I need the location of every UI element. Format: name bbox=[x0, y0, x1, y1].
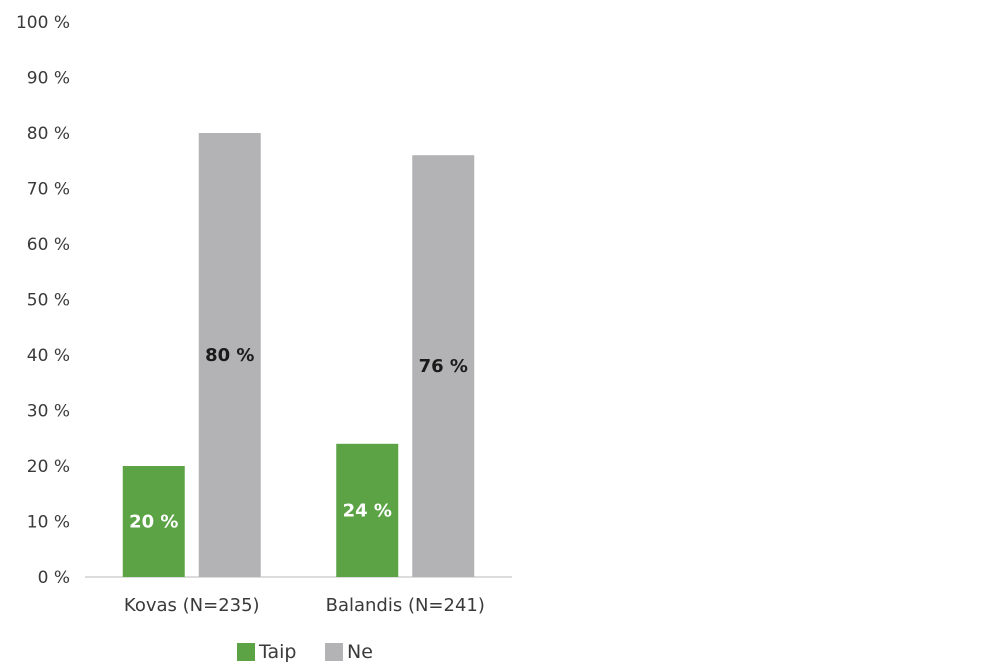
y-tick-label: 70 % bbox=[27, 180, 70, 200]
y-tick-label: 80 % bbox=[27, 124, 70, 144]
bar-ne-0 bbox=[198, 133, 261, 577]
y-tick-label: 60 % bbox=[27, 235, 70, 255]
x-axis: Kovas (N=235) Balandis (N=241) bbox=[124, 595, 485, 616]
bar-taip-0 bbox=[122, 466, 185, 577]
bar-taip-1 bbox=[336, 443, 399, 577]
y-tick-label: 90 % bbox=[27, 69, 70, 89]
y-tick-label: 40 % bbox=[27, 346, 70, 366]
y-tick-label: 20 % bbox=[27, 457, 70, 477]
y-tick-label: 100 % bbox=[16, 13, 70, 33]
y-tick-label: 0 % bbox=[38, 568, 70, 588]
legend: Taip Ne bbox=[237, 641, 373, 663]
data-label-taip-1: 24 % bbox=[343, 500, 392, 521]
legend-swatch-taip bbox=[237, 643, 255, 661]
bar-ne-1 bbox=[412, 155, 475, 577]
x-category-label: Balandis (N=241) bbox=[326, 595, 485, 616]
data-label-taip-0: 20 % bbox=[129, 512, 178, 533]
bars-group: 20 % 80 % 24 % 76 % bbox=[122, 133, 475, 577]
y-tick-label: 10 % bbox=[27, 513, 70, 533]
data-label-ne-1: 76 % bbox=[419, 356, 468, 377]
legend-label-taip: Taip bbox=[258, 641, 296, 663]
x-category-label: Kovas (N=235) bbox=[124, 595, 260, 616]
y-tick-label: 30 % bbox=[27, 402, 70, 422]
legend-label-ne: Ne bbox=[347, 641, 373, 663]
y-axis: 0 % 10 % 20 % 30 % 40 % 50 % 60 % 70 % 80 % 90 % 1… bbox=[16, 13, 70, 588]
y-tick-label: 50 % bbox=[27, 291, 70, 311]
legend-swatch-ne bbox=[325, 643, 343, 661]
data-label-ne-0: 80 % bbox=[205, 345, 254, 366]
